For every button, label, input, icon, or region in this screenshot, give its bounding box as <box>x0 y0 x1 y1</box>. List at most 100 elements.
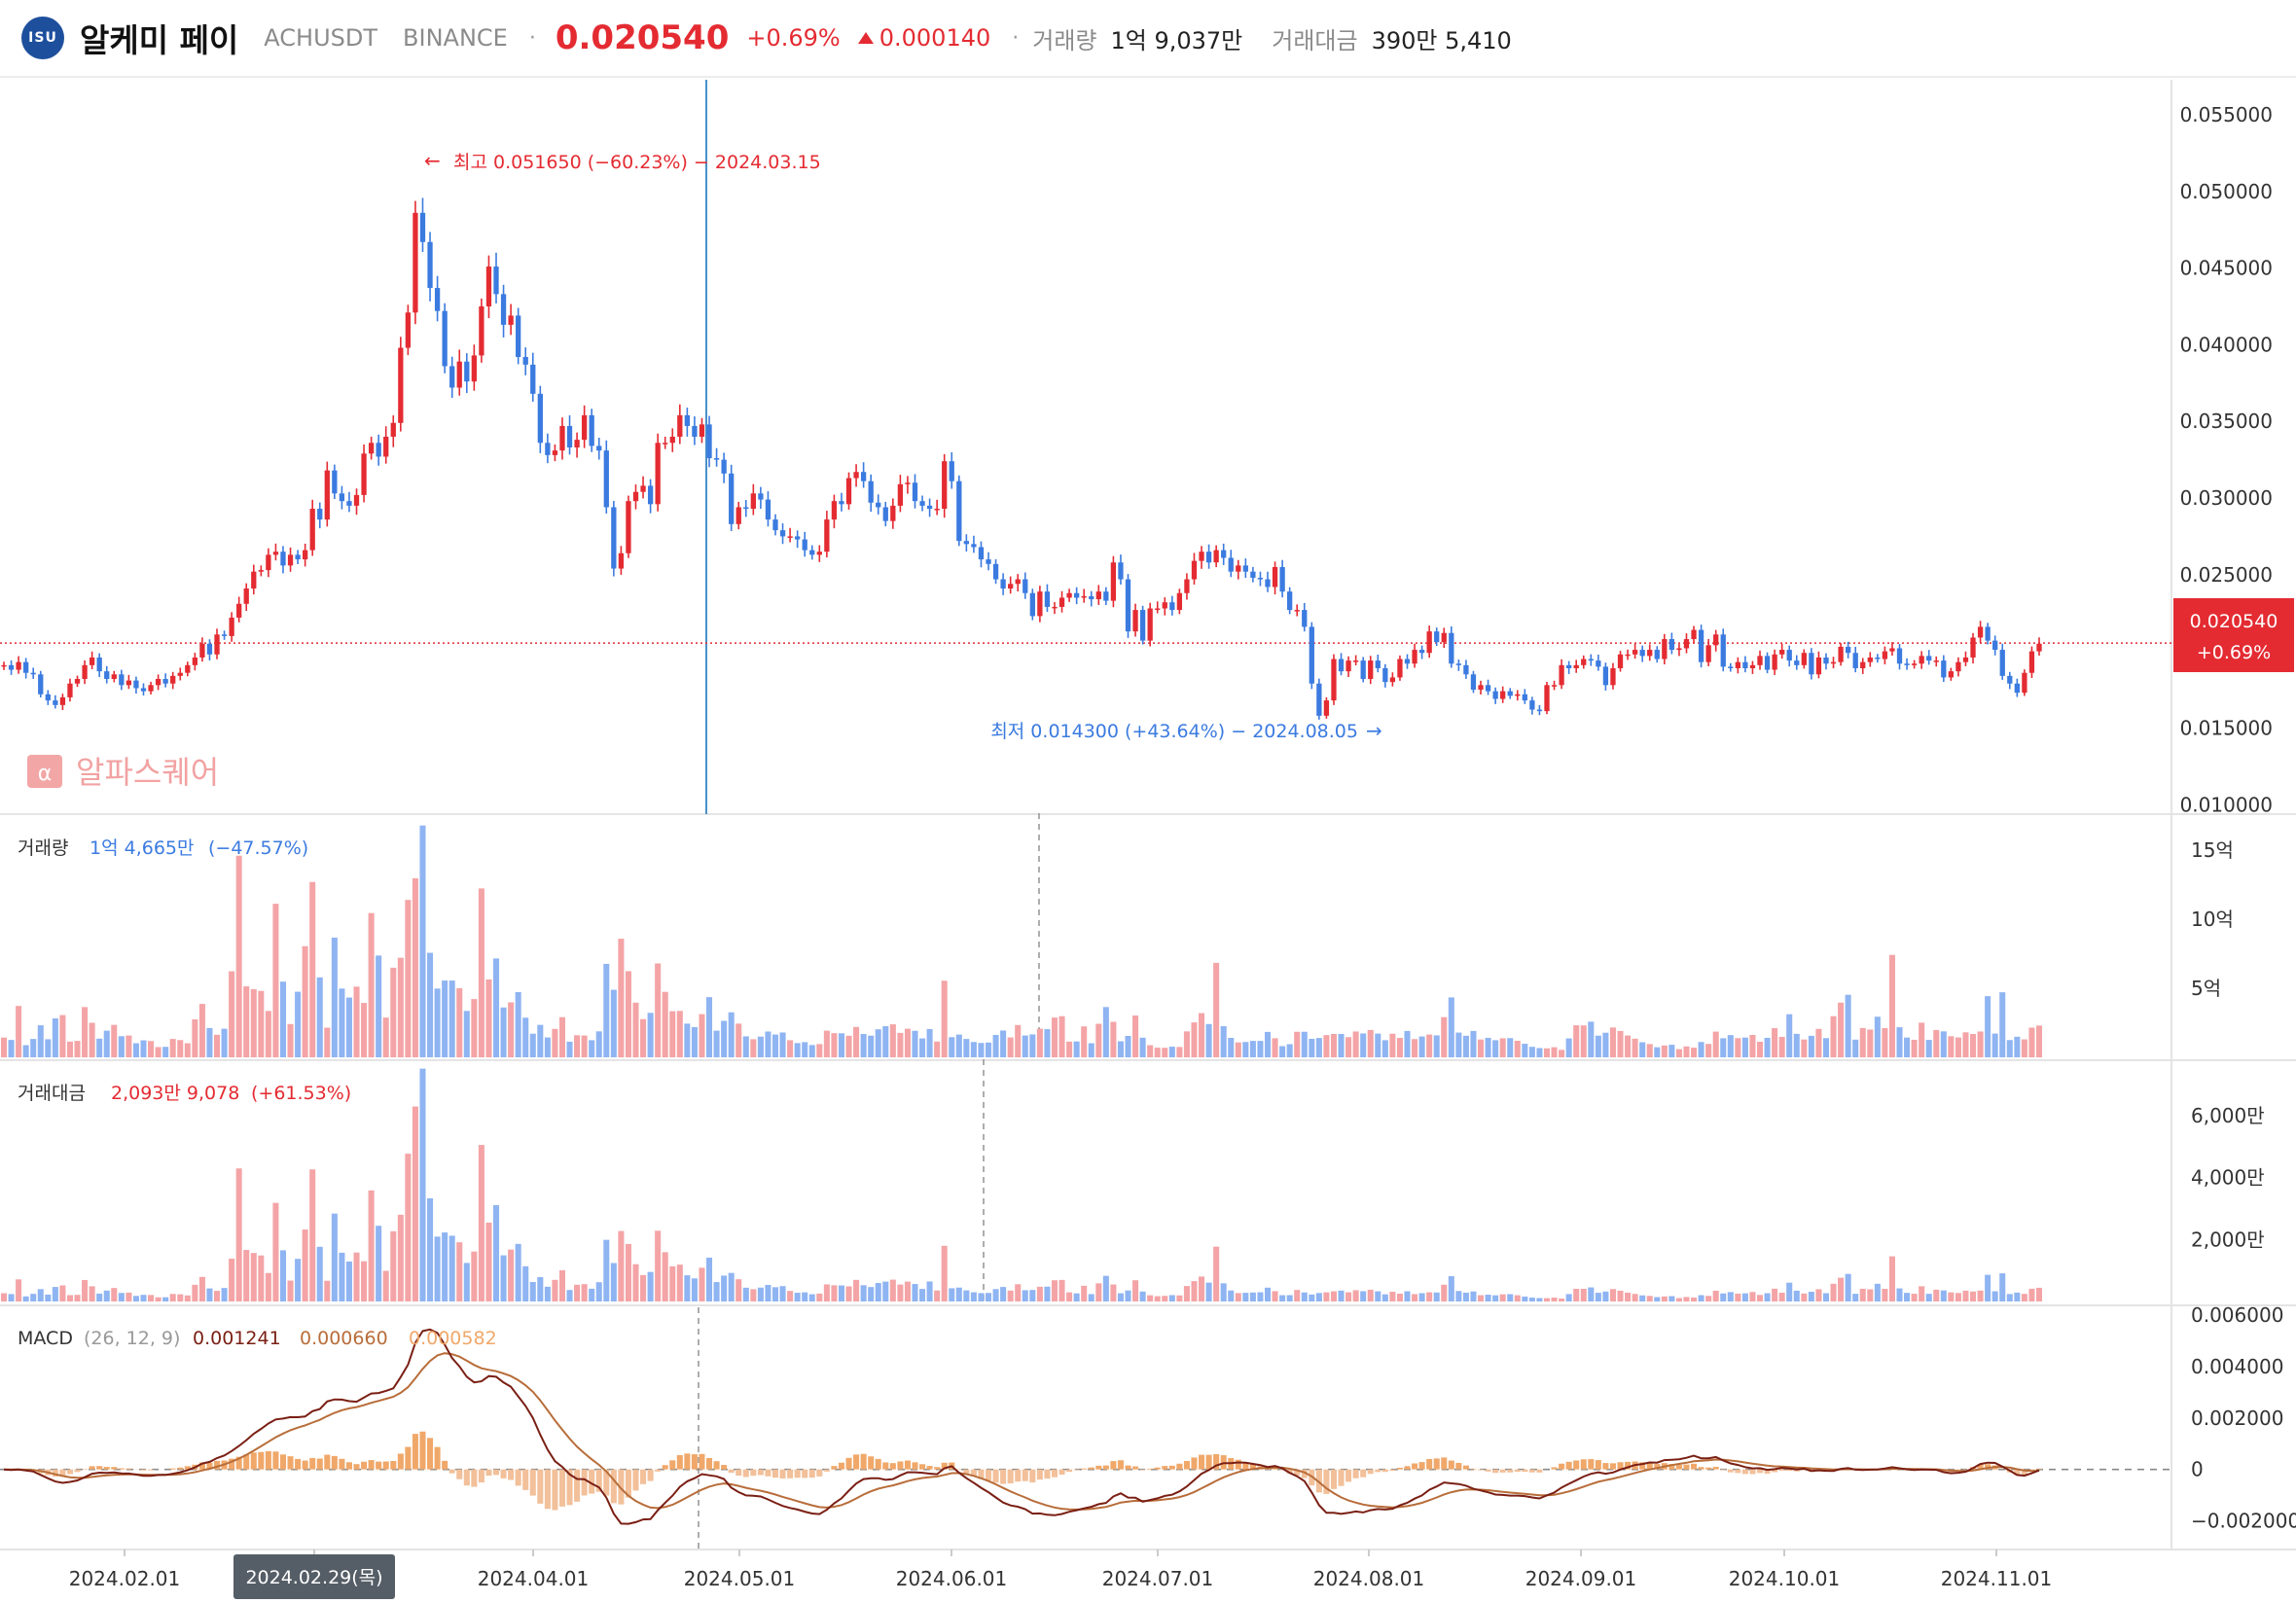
volume-bar <box>148 1041 155 1057</box>
volume-bar <box>845 1035 852 1057</box>
candle <box>860 462 867 488</box>
volume-bar <box>802 1292 808 1301</box>
volume-bar <box>162 1047 169 1057</box>
volume-bar <box>1588 1287 1595 1301</box>
volume-bar <box>603 1239 610 1301</box>
volume-bar <box>779 1286 786 1301</box>
macd-hist-bar <box>742 1469 749 1478</box>
volume-legend: 거래량 1억 4,665만 (−47.57%) <box>18 837 308 859</box>
candle-body <box>1999 650 2005 676</box>
volume-bar <box>1433 1292 1440 1301</box>
price-tick-label: 0.025000 <box>2180 563 2273 587</box>
macd-hist-bar <box>1470 1469 1477 1470</box>
candle-body <box>552 450 558 455</box>
candle <box>111 670 117 683</box>
candle-body <box>485 267 492 306</box>
candle <box>632 484 639 510</box>
volume-bar <box>500 1255 507 1301</box>
volume-bar <box>412 1106 418 1301</box>
axis-tick-label: 10억 <box>2191 908 2234 931</box>
candle <box>1970 632 1976 664</box>
volume-bar <box>52 1287 58 1301</box>
volume-bar <box>1191 1022 1198 1057</box>
volume-bar <box>390 967 397 1057</box>
macd-hist-bar <box>1462 1465 1469 1470</box>
volume-bar <box>787 1040 794 1057</box>
volume-bar <box>816 1293 823 1301</box>
candle-body <box>1073 592 1080 598</box>
candle-body <box>1169 602 1175 611</box>
macd-hist-bar <box>771 1469 779 1478</box>
candle-body <box>353 494 360 506</box>
candle-body <box>1058 597 1065 607</box>
candle-body <box>508 315 514 325</box>
candle-body <box>1176 592 1183 611</box>
volume-bar <box>669 1011 676 1057</box>
volume-bar <box>1147 1045 1154 1057</box>
candle <box>287 547 294 572</box>
stock-chart[interactable]: α 알파스퀘어 0.055000 0.050000 0.045000 0.040000… <box>0 80 2296 1603</box>
macd-hist-bar <box>279 1454 287 1470</box>
price-tick-label: 0.015000 <box>2180 716 2273 739</box>
candle-body <box>1426 631 1432 654</box>
candle-body <box>831 501 838 520</box>
candle-body <box>876 502 881 508</box>
candle-body <box>89 657 95 665</box>
macd-hist-bar <box>1756 1469 1764 1474</box>
volume-bar <box>111 1024 118 1057</box>
macd-hist-bar <box>699 1453 705 1470</box>
candle <box>405 304 412 356</box>
candle <box>537 385 543 453</box>
axis-tick-label: 6,000만 <box>2191 1104 2265 1127</box>
macd-hist-bar <box>713 1461 720 1470</box>
volume-bar <box>16 1006 22 1057</box>
candle-body <box>464 361 470 382</box>
candle-body <box>618 552 625 569</box>
volume-bar <box>581 1035 588 1057</box>
volume-bar <box>1309 1294 1315 1301</box>
volume-bar <box>706 1257 713 1301</box>
candle-body <box>1052 606 1058 609</box>
volume-bar <box>1764 1293 1771 1301</box>
volume-bar <box>1940 1031 1947 1057</box>
volume-bar <box>1309 1038 1315 1057</box>
volume-bar <box>1801 1293 1808 1301</box>
volume-bar <box>1396 1037 1403 1057</box>
volume-panel-value: 1억 4,665만 <box>90 837 194 859</box>
volume-bar <box>1132 1015 1139 1057</box>
candle <box>1515 690 1521 701</box>
volume-bar <box>1749 1292 1756 1301</box>
volume-bar <box>1741 1293 1748 1301</box>
volume-bar <box>368 912 375 1057</box>
volume-bar <box>868 1035 875 1057</box>
candle <box>758 486 764 510</box>
candle <box>1882 646 1888 665</box>
volume-bar <box>265 1272 271 1301</box>
macd-hist-bar <box>376 1461 382 1470</box>
volume-bar <box>544 1286 551 1301</box>
volume-bar <box>566 1290 573 1301</box>
volume-bar <box>831 1285 838 1301</box>
volume-bar <box>750 1039 757 1057</box>
volume-bar <box>934 1290 941 1301</box>
volume-bar <box>558 1016 565 1057</box>
macd-hist-bar <box>353 1464 360 1470</box>
macd-hist-bar <box>2021 1469 2027 1476</box>
macd-hist-bar <box>802 1469 808 1478</box>
volume-bar <box>684 1275 691 1301</box>
macd-hist-bar <box>1132 1466 1139 1470</box>
volume-bar <box>22 1296 29 1301</box>
volume-bar <box>889 1024 896 1057</box>
candle-body <box>1676 648 1682 651</box>
candle-body <box>295 554 301 560</box>
volume-bar <box>985 1293 992 1301</box>
volume-bar <box>1389 1033 1396 1057</box>
macd-hist-bar <box>478 1469 484 1483</box>
macd-hist-bar <box>1073 1469 1080 1471</box>
volume-bar <box>882 1026 889 1057</box>
volume-bar <box>1507 1294 1514 1301</box>
macd-hist-bar <box>1720 1469 1727 1471</box>
macd-hist-bar <box>1367 1469 1374 1475</box>
amount-panel: 6,000만 4,000만 2,000만 <box>0 1059 2265 1301</box>
candle-body <box>677 414 683 437</box>
